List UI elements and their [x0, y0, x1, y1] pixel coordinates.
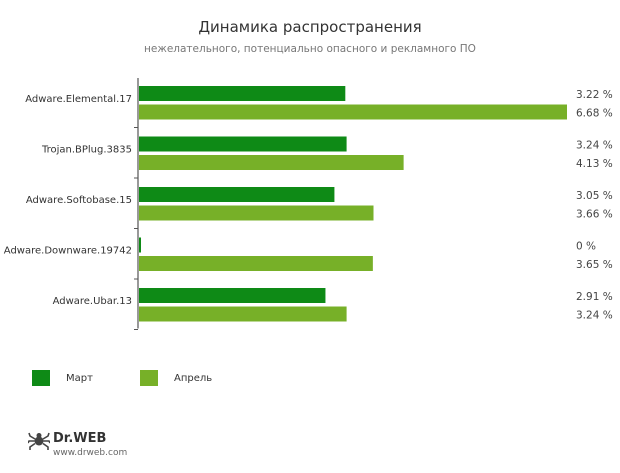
category-label: Adware.Ubar.13 — [53, 296, 132, 307]
legend-label-april: Апрель — [174, 372, 213, 384]
bar — [139, 237, 141, 253]
bar — [139, 205, 374, 221]
data-label: 3.65 % — [576, 259, 613, 271]
category-label: Adware.Elemental.17 — [25, 94, 132, 105]
bar — [139, 155, 404, 170]
bar — [139, 104, 567, 120]
legend-swatch-march — [32, 370, 50, 386]
bar — [139, 136, 347, 152]
bar — [139, 306, 347, 322]
legend-label-march: Март — [66, 372, 93, 384]
bar — [139, 187, 335, 202]
data-label: 3.24 % — [576, 310, 613, 322]
chart-subtitle: нежелательного, потенциально опасного и … — [144, 43, 476, 55]
data-label: 3.22 % — [576, 89, 613, 101]
bar — [139, 288, 326, 303]
data-label: 3.66 % — [576, 209, 613, 221]
category-label: Trojan.BPlug.3835 — [41, 145, 132, 156]
data-label: 3.24 % — [576, 140, 613, 152]
legend-item-april: Апрель — [140, 369, 212, 387]
category-label: Adware.Downware.19742 — [4, 246, 132, 257]
logo-brand: Dr.WEB — [53, 431, 107, 446]
data-label: 3.05 % — [576, 190, 613, 202]
data-label: 2.91 % — [576, 291, 613, 303]
chart-title: Динамика распространения — [198, 18, 422, 36]
data-label: 0 % — [576, 241, 596, 253]
category-label: Adware.Softobase.15 — [26, 195, 132, 206]
spider-icon — [28, 432, 50, 450]
legend-swatch-april — [140, 370, 158, 386]
bar — [139, 86, 346, 101]
logo-url: www.drweb.com — [53, 448, 128, 458]
legend-item-march: Март — [32, 369, 93, 387]
bar — [139, 256, 373, 271]
data-label: 4.13 % — [576, 158, 613, 170]
drweb-logo: Dr.WEB www.drweb.com — [28, 430, 138, 462]
data-label: 6.68 % — [576, 108, 613, 120]
